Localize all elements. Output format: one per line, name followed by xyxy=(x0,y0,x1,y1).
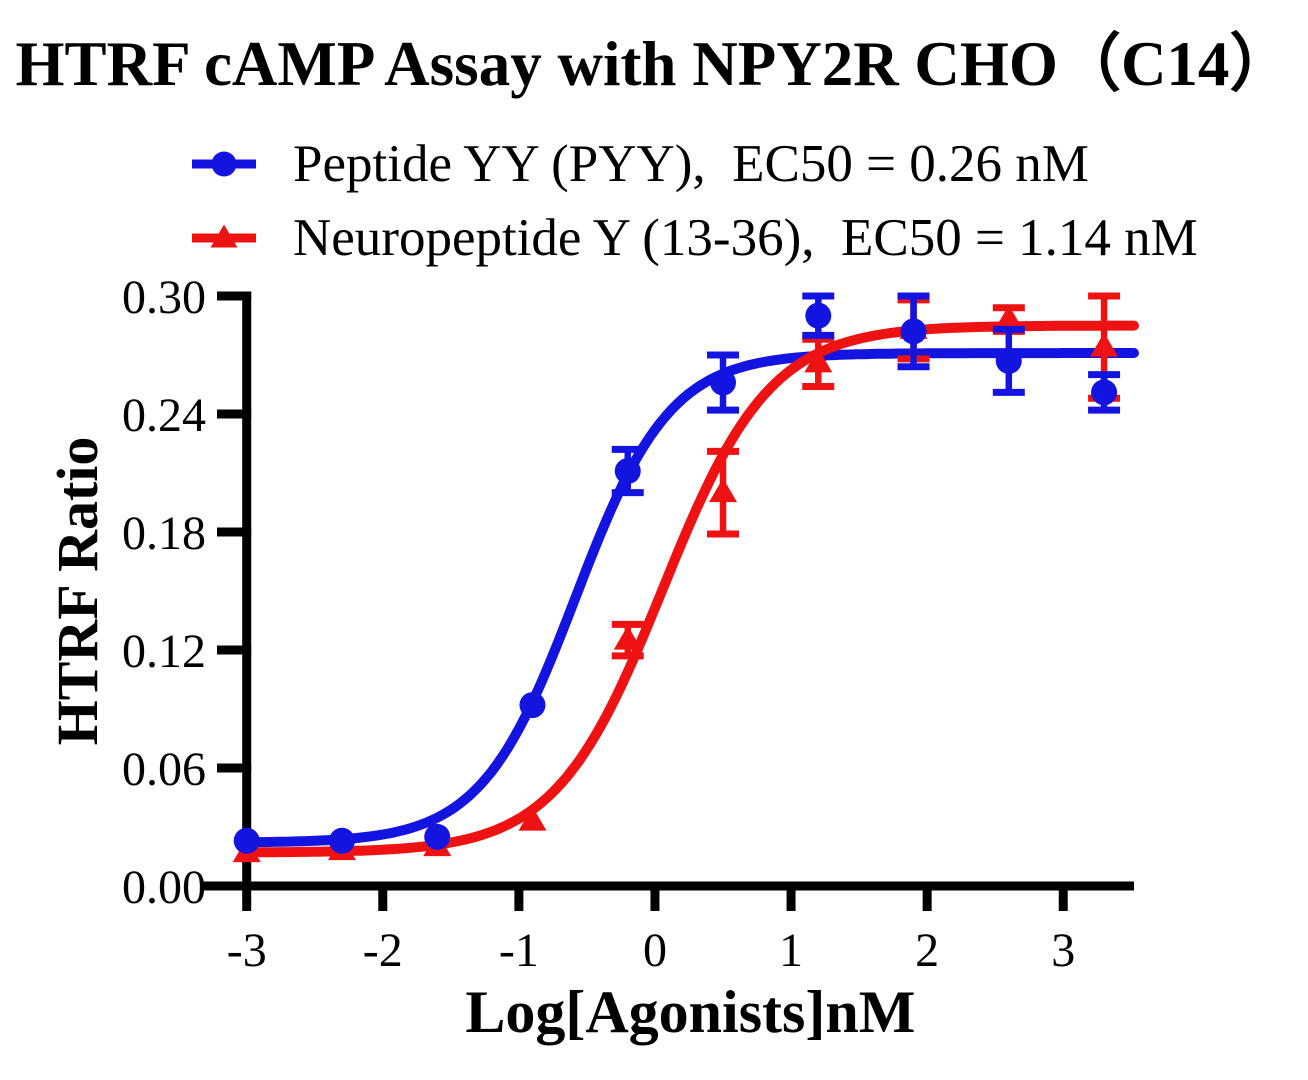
y-tick-label: 0.12 xyxy=(122,625,206,678)
x-axis-title: Log[Agonists]nM xyxy=(465,979,915,1045)
fit-curve-series-0 xyxy=(241,348,1139,848)
data-point-series-1 xyxy=(994,305,1023,330)
data-point-series-0 xyxy=(995,347,1022,374)
x-tick-label: 3 xyxy=(1051,924,1075,977)
x-tick-label: -1 xyxy=(499,924,539,977)
x-tick-label: 0 xyxy=(643,924,667,977)
data-point-series-1 xyxy=(804,348,833,373)
data-point-series-0 xyxy=(519,692,546,719)
legend-marker-triangle-icon xyxy=(192,224,256,248)
legend-item: Peptide YY (PYY), EC50 = 0.26 nM xyxy=(188,127,1198,201)
data-point-series-0 xyxy=(614,458,641,485)
x-tick-label: 2 xyxy=(915,924,939,977)
data-point-series-0 xyxy=(710,369,737,396)
legend-item: Neuropeptide Y (13-36), EC50 = 1.14 nM xyxy=(188,201,1198,275)
data-point-series-0 xyxy=(424,823,451,850)
data-point-series-1 xyxy=(1090,332,1119,357)
data-point-series-1 xyxy=(518,806,547,831)
chart-title: HTRF cAMP Assay with NPY2R CHO（C14） xyxy=(15,29,1293,99)
data-point-series-1 xyxy=(613,625,642,650)
x-tick-label: -3 xyxy=(227,924,267,977)
legend-label: Peptide YY (PYY), EC50 = 0.26 nM xyxy=(293,134,1089,193)
data-point-series-1 xyxy=(709,478,738,503)
legend-label: Neuropeptide Y (13-36), EC50 = 1.14 nM xyxy=(293,208,1198,267)
chart-legend: Peptide YY (PYY), EC50 = 0.26 nM Neuropep… xyxy=(188,127,1198,275)
legend-marker-circle-icon xyxy=(192,151,256,177)
y-tick-label: 0.06 xyxy=(122,743,206,796)
x-tick-label: -2 xyxy=(363,924,403,977)
fit-curve-series-1 xyxy=(241,320,1139,858)
y-axis-title: HTRF Ratio xyxy=(45,437,110,746)
data-point-series-0 xyxy=(1091,379,1118,406)
data-point-series-0 xyxy=(328,827,355,854)
y-tick-label: 0.00 xyxy=(122,861,206,914)
y-tick-label: 0.30 xyxy=(122,271,206,324)
data-point-series-0 xyxy=(900,318,927,345)
data-point-series-0 xyxy=(233,827,260,854)
data-point-series-0 xyxy=(805,302,832,329)
y-tick-label: 0.18 xyxy=(122,507,206,560)
y-tick-label: 0.24 xyxy=(122,389,206,442)
x-tick-label: 1 xyxy=(779,924,803,977)
